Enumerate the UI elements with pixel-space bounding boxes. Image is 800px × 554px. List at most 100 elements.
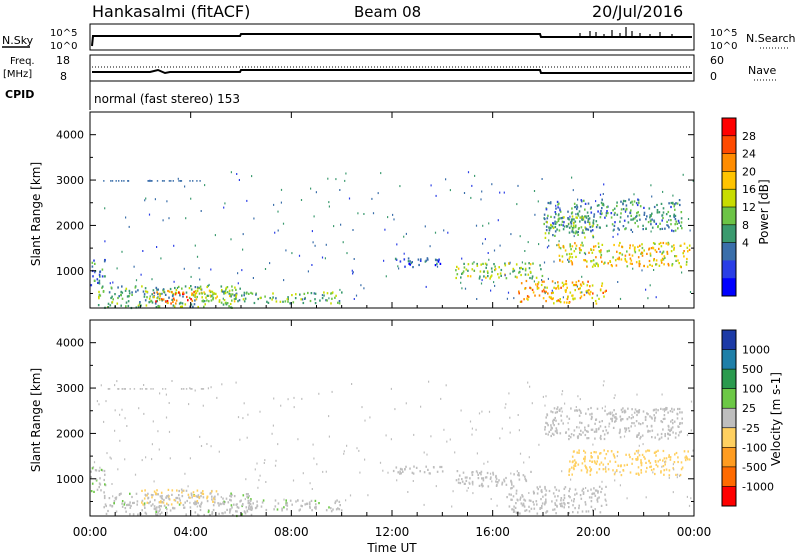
colorbar-swatch	[722, 153, 736, 172]
data-cell	[161, 292, 163, 295]
data-cell	[125, 216, 127, 219]
data-cell	[622, 203, 624, 206]
data-cell	[197, 513, 199, 516]
data-cell	[567, 296, 569, 299]
data-cell	[568, 511, 570, 515]
data-cell	[139, 301, 141, 304]
data-cell	[582, 491, 585, 494]
data-cell	[318, 502, 320, 505]
data-cell	[116, 380, 118, 383]
data-cell	[513, 297, 515, 300]
data-cell	[103, 491, 105, 494]
data-cell	[525, 509, 528, 512]
data-cell	[210, 268, 212, 271]
data-cell	[180, 180, 182, 182]
data-cell	[109, 304, 112, 307]
data-cell	[478, 412, 481, 415]
data-cell	[471, 473, 474, 476]
data-cell	[352, 229, 354, 231]
data-cell	[579, 421, 581, 424]
data-cell	[183, 388, 185, 390]
data-cell	[118, 180, 120, 182]
data-cell	[646, 412, 648, 415]
data-cell	[636, 203, 639, 207]
data-cell	[612, 209, 614, 212]
data-cell	[160, 505, 162, 508]
data-cell	[569, 255, 571, 258]
data-cell	[345, 499, 347, 502]
data-cell	[652, 471, 654, 474]
data-cell	[562, 216, 564, 219]
data-cell	[219, 502, 221, 505]
colorbar-tick-label: 1000	[742, 344, 770, 357]
data-cell	[552, 418, 555, 421]
data-cell	[456, 273, 459, 276]
data-cell	[619, 430, 621, 433]
data-cell	[181, 287, 183, 290]
data-cell	[229, 494, 231, 497]
data-cell	[635, 458, 638, 461]
data-cell	[638, 260, 641, 263]
data-cell	[141, 489, 143, 492]
data-cell	[155, 306, 158, 309]
data-cell	[101, 286, 103, 289]
data-cell	[585, 412, 587, 415]
data-cell	[581, 281, 584, 284]
data-cell	[178, 494, 180, 497]
data-cell	[291, 252, 293, 255]
data-cell	[568, 417, 571, 420]
data-cell	[103, 180, 105, 182]
data-cell	[357, 212, 359, 215]
data-cell	[529, 263, 532, 266]
data-cell	[674, 203, 676, 206]
data-cell	[163, 504, 166, 507]
data-cell	[606, 206, 608, 209]
data-cell	[668, 219, 670, 222]
data-cell	[545, 421, 547, 424]
data-cell	[222, 502, 224, 505]
data-cell	[563, 496, 566, 500]
data-cell	[313, 215, 315, 218]
data-cell	[588, 496, 591, 499]
data-cell	[494, 284, 496, 287]
noise-left-bottom: 10^0	[50, 41, 77, 52]
data-cell	[223, 502, 225, 506]
data-cell	[112, 298, 114, 301]
data-cell	[605, 289, 607, 292]
data-cell	[337, 301, 339, 304]
data-cell	[163, 498, 165, 502]
data-cell	[546, 221, 548, 224]
data-cell	[650, 416, 653, 419]
data-cell	[553, 286, 555, 289]
data-cell	[596, 460, 598, 463]
data-cell	[471, 480, 474, 483]
data-cell	[633, 422, 635, 425]
data-cell	[572, 231, 575, 234]
data-cell	[228, 292, 231, 295]
data-cell	[623, 464, 626, 467]
data-cell	[309, 299, 312, 303]
data-cell	[565, 280, 567, 283]
data-cell	[689, 229, 691, 232]
data-cell	[181, 491, 183, 494]
data-cell	[98, 403, 100, 406]
data-cell	[628, 429, 631, 433]
data-cell	[218, 504, 220, 507]
data-cell	[611, 223, 614, 226]
data-cell	[587, 430, 589, 433]
data-cell	[276, 508, 279, 511]
data-cell	[285, 503, 287, 506]
data-cell	[176, 501, 179, 504]
data-cell	[222, 303, 225, 306]
data-cell	[172, 292, 174, 296]
data-cell	[228, 305, 230, 308]
data-cell	[465, 268, 468, 271]
data-cell	[129, 501, 131, 504]
data-cell	[541, 490, 543, 494]
data-cell	[582, 431, 584, 434]
data-cell	[475, 470, 478, 473]
data-cell	[249, 499, 251, 502]
data-cell	[392, 469, 395, 473]
data-cell	[407, 491, 409, 493]
data-cell	[159, 292, 162, 296]
